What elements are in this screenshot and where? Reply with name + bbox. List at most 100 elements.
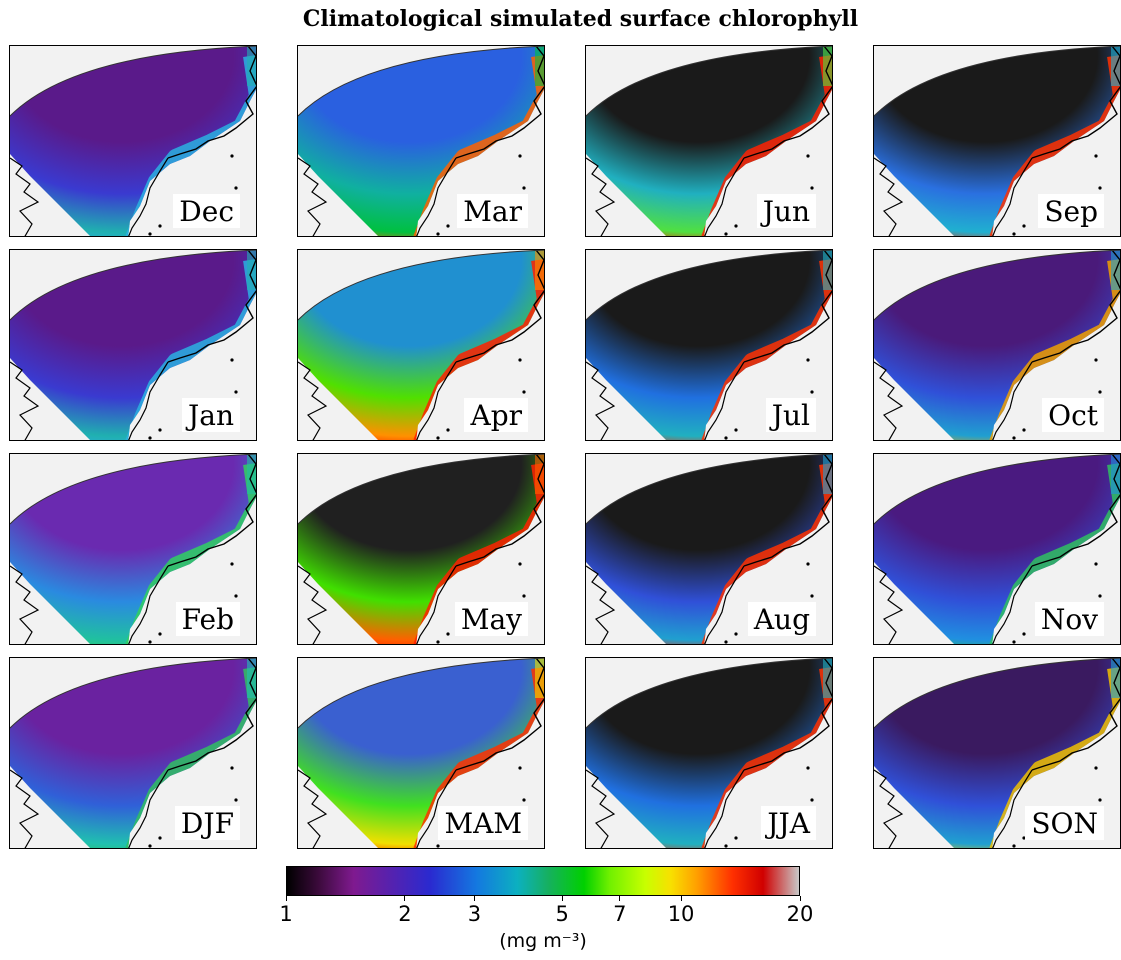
panel-label: Feb <box>175 602 240 636</box>
coastline-south <box>416 361 457 440</box>
island-marker <box>148 232 152 236</box>
panel-mam: MAM <box>297 657 545 849</box>
domain-boundary <box>298 250 544 321</box>
coastline-south <box>128 565 169 644</box>
island-marker <box>734 836 738 840</box>
island-marker <box>1012 640 1016 644</box>
island-marker <box>522 594 526 598</box>
colorbar <box>286 866 800 896</box>
panel-sep: Sep <box>873 45 1121 237</box>
coastline-west <box>298 565 328 644</box>
colorbar-tick-label: 7 <box>613 902 627 926</box>
island-marker <box>806 766 810 770</box>
map-dec <box>10 46 256 236</box>
sea-field <box>874 46 1120 236</box>
coastline-south <box>704 157 745 236</box>
island-marker <box>724 844 728 848</box>
sea-field <box>10 46 256 236</box>
island-marker <box>522 186 526 190</box>
panel-jul: Jul <box>585 249 833 441</box>
panel-nov: Nov <box>873 453 1121 645</box>
panel-label: Mar <box>457 194 528 228</box>
island-marker <box>1022 224 1026 228</box>
map-djf <box>10 658 256 848</box>
panel-label: May <box>454 602 528 636</box>
coastline-east <box>1031 250 1120 363</box>
panel-jja: JJA <box>585 657 833 849</box>
panel-son: SON <box>873 657 1121 849</box>
coastline-west <box>298 361 328 440</box>
coastline-south <box>704 565 745 644</box>
domain-boundary <box>10 46 256 117</box>
panel-label: SON <box>1025 806 1104 840</box>
sea-field <box>874 454 1120 644</box>
domain-boundary <box>10 454 256 525</box>
coastline-west <box>586 565 616 644</box>
colorbar-tick <box>561 896 563 901</box>
coastline-east <box>455 46 544 159</box>
coastline-west <box>298 769 328 848</box>
island-marker <box>158 428 162 432</box>
coastline-south <box>416 565 457 644</box>
island-marker <box>1012 436 1016 440</box>
map-oct <box>874 250 1120 440</box>
colorbar-tick <box>799 896 801 901</box>
coastline-east <box>455 658 544 771</box>
colorbar-tick <box>473 896 475 901</box>
island-marker <box>1012 844 1016 848</box>
island-marker <box>1098 594 1102 598</box>
panel-jan: Jan <box>9 249 257 441</box>
map-nov <box>874 454 1120 644</box>
island-marker <box>234 594 238 598</box>
map-jun <box>586 46 832 236</box>
island-marker <box>518 154 522 158</box>
coastline-east <box>743 658 832 771</box>
island-marker <box>436 436 440 440</box>
island-marker <box>234 390 238 394</box>
island-marker <box>230 154 234 158</box>
sea-field <box>298 658 544 848</box>
coastline-west <box>874 361 904 440</box>
panel-feb: Feb <box>9 453 257 645</box>
domain-boundary <box>874 658 1120 729</box>
sea-field <box>10 658 256 848</box>
sea-field <box>586 46 832 236</box>
coastline-west <box>586 361 616 440</box>
coastline-south <box>128 769 169 848</box>
domain-boundary <box>586 658 832 729</box>
island-marker <box>158 632 162 636</box>
coastline-east <box>1031 658 1120 771</box>
coastline-west <box>10 361 40 440</box>
domain-boundary <box>874 454 1120 525</box>
coastline-east <box>743 454 832 567</box>
island-marker <box>1094 766 1098 770</box>
map-jan <box>10 250 256 440</box>
domain-boundary <box>298 658 544 729</box>
map-feb <box>10 454 256 644</box>
coastline-south <box>416 769 457 848</box>
island-marker <box>158 224 162 228</box>
panel-oct: Oct <box>873 249 1121 441</box>
coastline-east <box>1031 454 1120 567</box>
panel-aug: Aug <box>585 453 833 645</box>
colorbar-tick-label: 1 <box>279 902 293 926</box>
island-marker <box>446 224 450 228</box>
island-marker <box>734 428 738 432</box>
coastline-east <box>167 250 256 363</box>
coastline-south <box>992 769 1033 848</box>
coastline-south <box>992 361 1033 440</box>
map-apr <box>298 250 544 440</box>
coastline-east <box>167 658 256 771</box>
island-marker <box>234 186 238 190</box>
panel-label: Jul <box>765 398 816 432</box>
island-marker <box>1022 428 1026 432</box>
island-marker <box>230 562 234 566</box>
colorbar-unit-label: (mg m⁻³) <box>499 930 587 952</box>
coastline-west <box>10 769 40 848</box>
coastline-west <box>298 157 328 236</box>
island-marker <box>724 436 728 440</box>
panel-label: Dec <box>173 194 240 228</box>
sea-field <box>586 454 832 644</box>
island-marker <box>1094 358 1098 362</box>
island-marker <box>446 428 450 432</box>
